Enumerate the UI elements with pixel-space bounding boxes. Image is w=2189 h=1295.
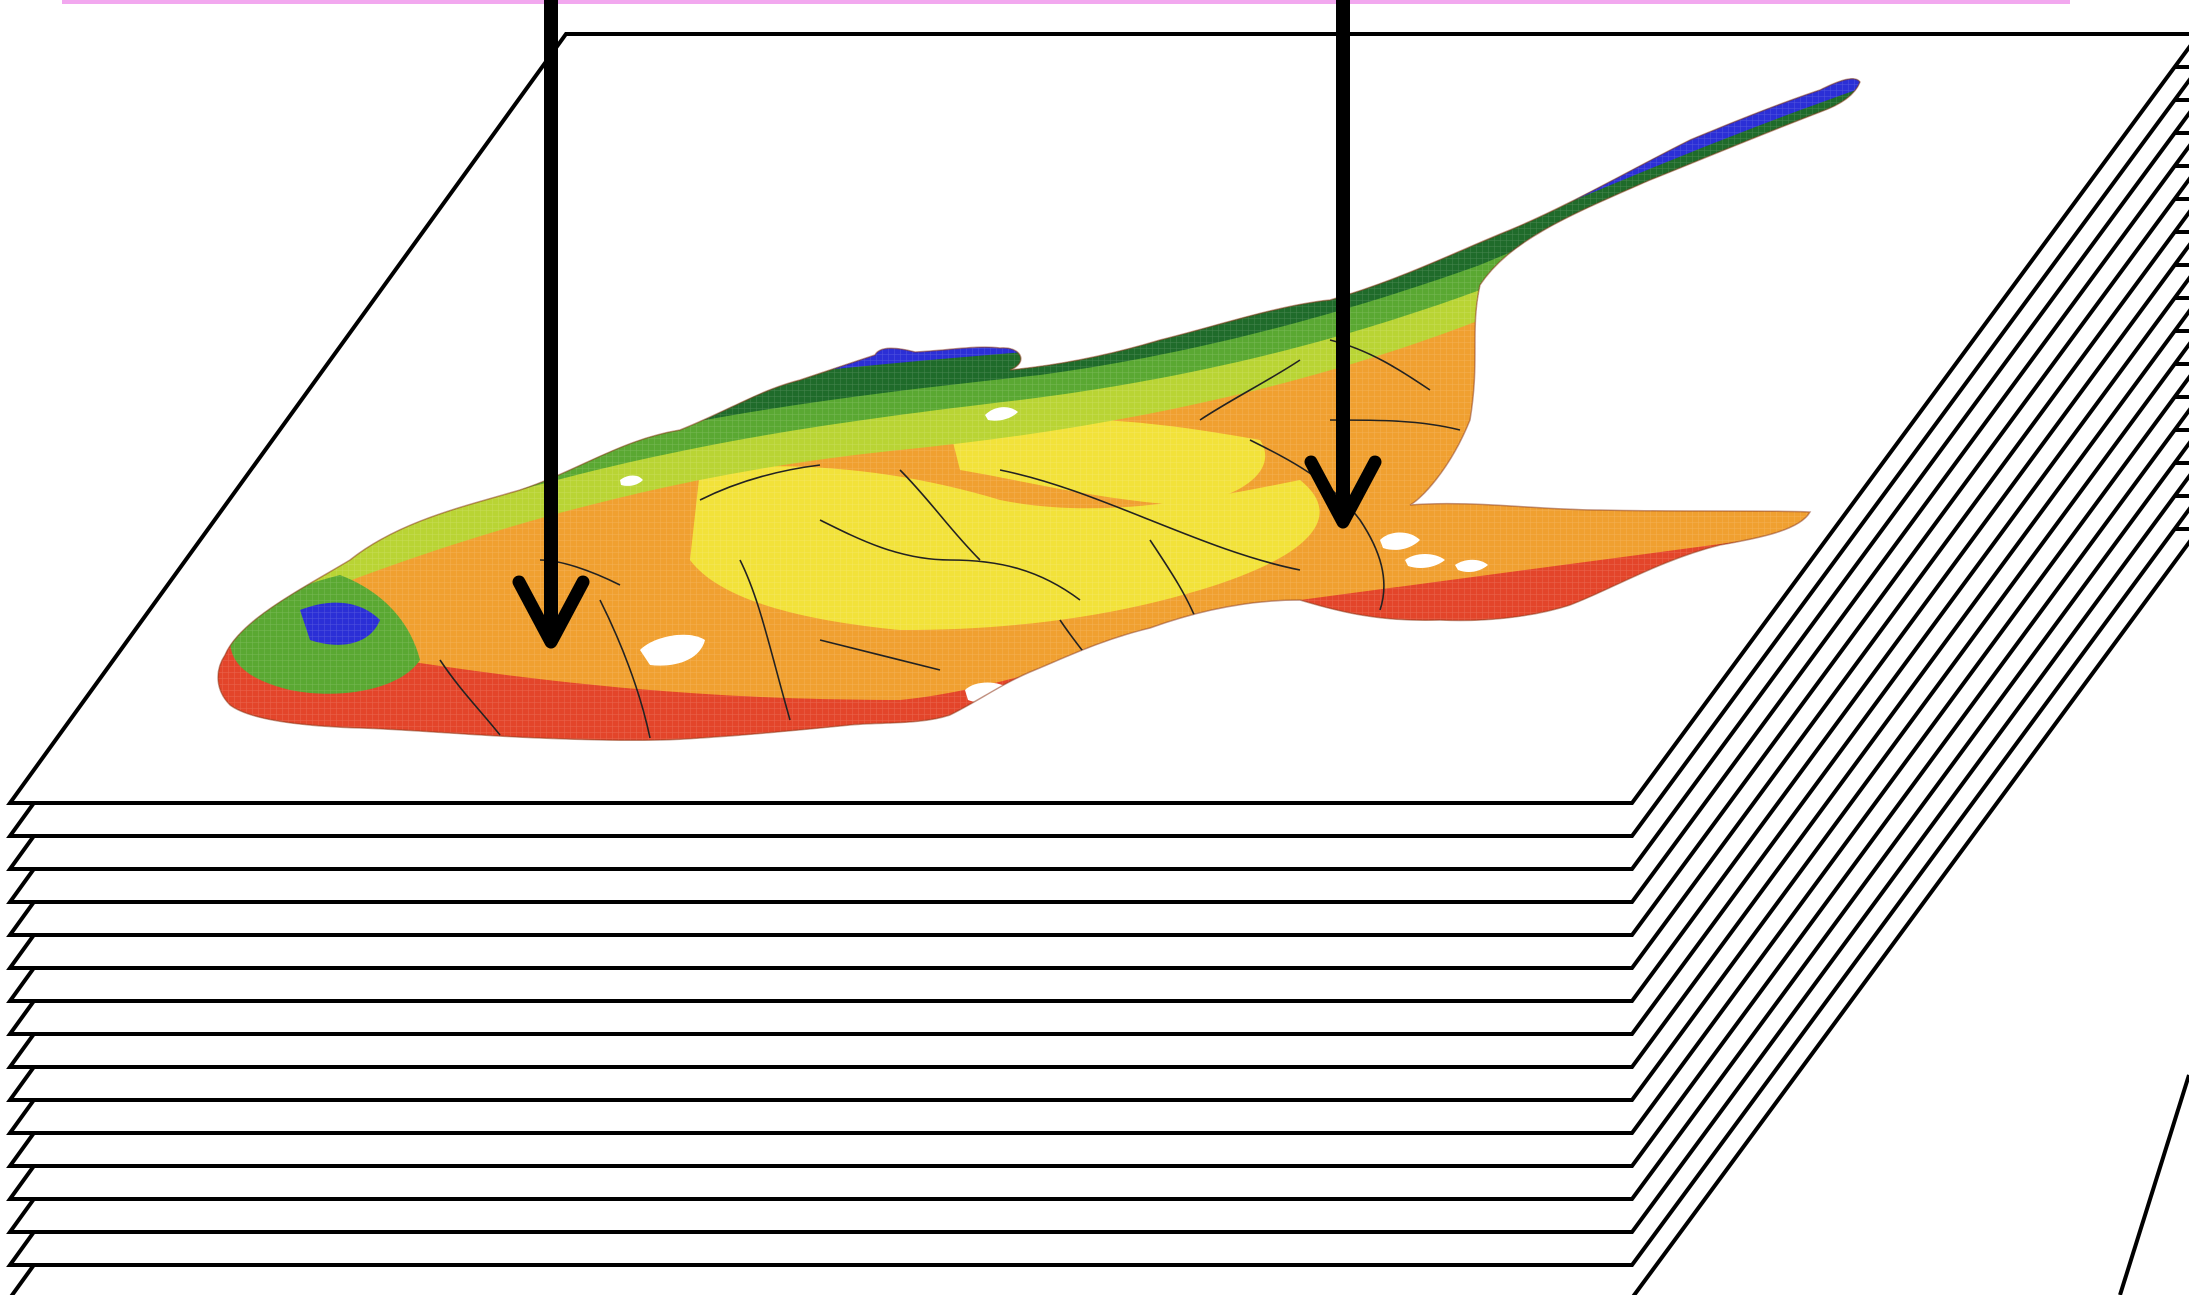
left-arrow-head xyxy=(512,575,590,649)
sheet-edge-fragment xyxy=(2118,1074,2189,1295)
arrows xyxy=(512,0,1382,649)
top-highlight-bar xyxy=(62,0,2070,4)
map-borders xyxy=(439,339,1461,739)
border-line-4 xyxy=(819,519,1081,601)
right-arrow-head xyxy=(1304,455,1382,529)
left-arrow xyxy=(512,0,590,649)
map-outline xyxy=(217,78,1861,742)
lake-1 xyxy=(640,634,705,666)
lake-4 xyxy=(1405,554,1445,568)
border-line-2 xyxy=(599,599,651,739)
border-line-5 xyxy=(899,469,981,561)
lake-6 xyxy=(985,407,1018,421)
border-line-6 xyxy=(999,469,1301,571)
border-line-9 xyxy=(1249,439,1385,611)
lake-7 xyxy=(620,475,643,486)
border-line-1 xyxy=(439,659,501,736)
border-line-11 xyxy=(1199,359,1301,421)
border-line-3 xyxy=(739,559,791,721)
lake-3 xyxy=(1380,532,1420,550)
border-line-12 xyxy=(699,464,821,501)
right-arrow xyxy=(1304,0,1382,529)
border-line-14 xyxy=(819,639,941,671)
lake-5 xyxy=(1455,559,1488,573)
